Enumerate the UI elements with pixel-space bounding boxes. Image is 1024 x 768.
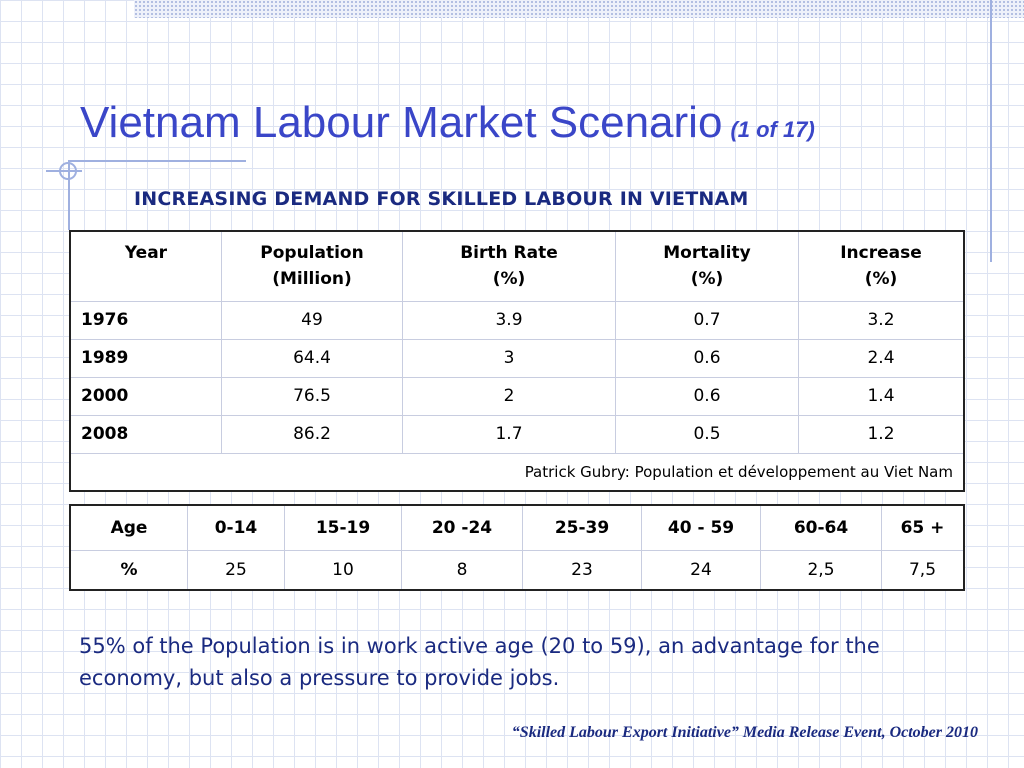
decorative-title-vertical-rule (68, 160, 70, 230)
header-mortality-label: Mortality (663, 243, 751, 263)
age-header-cell: 40 - 59 (641, 505, 761, 551)
header-birth-rate-label: Birth Rate (460, 243, 558, 263)
age-table-header-row: Age 0-14 15-19 20 -24 25-39 40 - 59 60-6… (70, 505, 964, 551)
source-citation: Patrick Gubry: Population et développeme… (70, 453, 964, 492)
birth-rate-cell: 2 (402, 377, 616, 416)
age-value-cell: 8 (401, 550, 523, 591)
age-header-label: Age (70, 505, 188, 551)
table-row: % 25 10 8 23 24 2,5 7,5 (70, 550, 964, 591)
population-table-header-row: Year Population (Million) Birth Rate (%) M… (70, 231, 964, 302)
header-year: Year (70, 231, 222, 302)
birth-rate-cell: 3.9 (402, 301, 616, 340)
table-row: 1976 49 3.9 0.7 3.2 (70, 301, 964, 340)
age-value-cell: 23 (522, 550, 642, 591)
footer-caption: “Skilled Labour Export Initiative” Media… (511, 724, 978, 741)
decorative-vertical-line (990, 0, 992, 262)
age-value-cell: 24 (641, 550, 761, 591)
age-header-cell: 65 + (881, 505, 964, 551)
age-header-cell: 15-19 (284, 505, 402, 551)
age-header-cell: 0-14 (187, 505, 285, 551)
table-row: 2008 86.2 1.7 0.5 1.2 (70, 415, 964, 454)
age-value-cell: 2,5 (760, 550, 882, 591)
increase-cell: 1.4 (798, 377, 964, 416)
header-population-label: Population (260, 243, 364, 263)
header-mortality: Mortality (%) (615, 231, 799, 302)
year-cell: 2000 (70, 377, 222, 416)
header-increase-unit: (%) (864, 269, 898, 289)
age-header-cell: 20 -24 (401, 505, 523, 551)
summary-note: 55% of the Population is in work active … (79, 634, 880, 690)
age-value-cell: 25 (187, 550, 285, 591)
increase-cell: 3.2 (798, 301, 964, 340)
table-row: 2000 76.5 2 0.6 1.4 (70, 377, 964, 416)
age-value-cell: 7,5 (881, 550, 964, 591)
mortality-cell: 0.6 (615, 339, 799, 378)
mortality-cell: 0.7 (615, 301, 799, 340)
population-table: Year Population (Million) Birth Rate (%) M… (69, 230, 965, 492)
population-cell: 64.4 (221, 339, 403, 378)
header-increase-label: Increase (840, 243, 922, 263)
decorative-dotted-band (134, 0, 1024, 18)
increase-cell: 2.4 (798, 339, 964, 378)
population-cell: 86.2 (221, 415, 403, 454)
slide-counter: (1 of 17) (730, 117, 815, 142)
age-value-cell: 10 (284, 550, 402, 591)
slide-title: Vietnam Labour Market Scenario (1 of 17) (80, 98, 815, 148)
source-row: Patrick Gubry: Population et développeme… (70, 453, 964, 492)
header-population: Population (Million) (221, 231, 403, 302)
year-cell: 1976 (70, 301, 222, 340)
crosshair-icon (46, 162, 82, 180)
header-population-unit: (Million) (272, 269, 352, 289)
age-header-cell: 60-64 (760, 505, 882, 551)
birth-rate-cell: 3 (402, 339, 616, 378)
mortality-cell: 0.6 (615, 377, 799, 416)
year-cell: 1989 (70, 339, 222, 378)
decorative-title-rule (68, 160, 246, 162)
header-increase: Increase (%) (798, 231, 964, 302)
table-row: 1989 64.4 3 0.6 2.4 (70, 339, 964, 378)
header-year-label: Year (124, 243, 168, 263)
header-birth-rate: Birth Rate (%) (402, 231, 616, 302)
increase-cell: 1.2 (798, 415, 964, 454)
slide-subtitle: INCREASING DEMAND FOR SKILLED LABOUR IN … (134, 188, 749, 210)
header-mortality-unit: (%) (690, 269, 724, 289)
header-birth-rate-unit: (%) (492, 269, 526, 289)
mortality-cell: 0.5 (615, 415, 799, 454)
year-cell: 2008 (70, 415, 222, 454)
population-cell: 76.5 (221, 377, 403, 416)
birth-rate-cell: 1.7 (402, 415, 616, 454)
percent-row-label: % (70, 550, 188, 591)
slide-title-text: Vietnam Labour Market Scenario (80, 98, 723, 147)
age-distribution-table: Age 0-14 15-19 20 -24 25-39 40 - 59 60-6… (69, 504, 965, 591)
population-cell: 49 (221, 301, 403, 340)
age-header-cell: 25-39 (522, 505, 642, 551)
